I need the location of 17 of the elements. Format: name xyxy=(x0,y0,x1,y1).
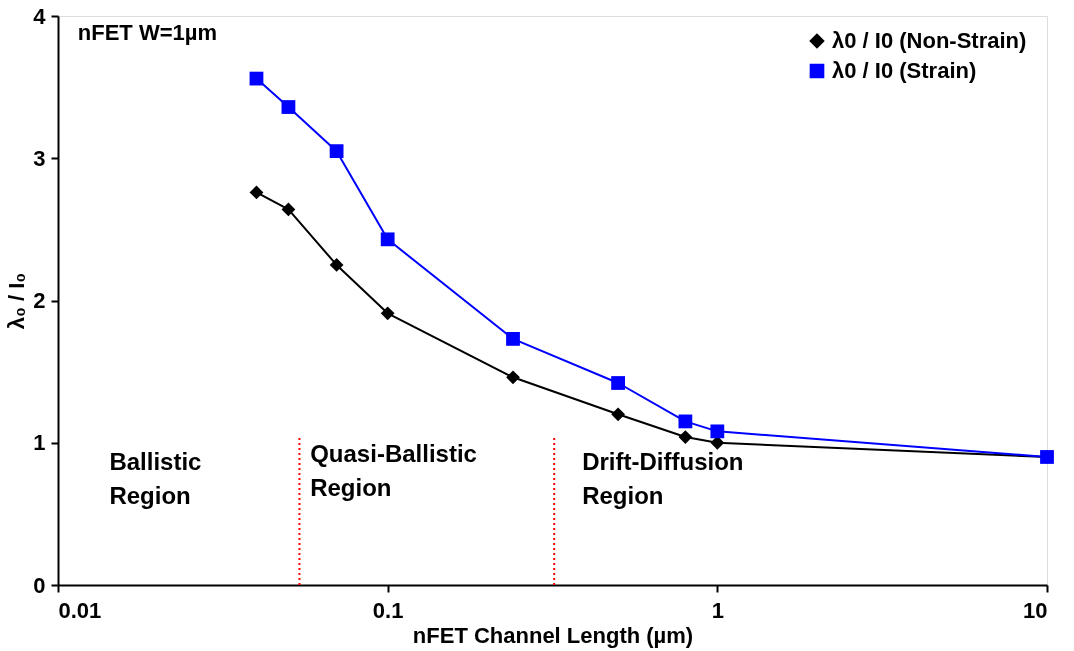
y-tick-label: 4 xyxy=(33,3,47,29)
legend-label: λ0 / I0 (Non-Strain) xyxy=(832,28,1027,53)
legend-label: λ0 / I0 (Strain) xyxy=(832,58,977,83)
x-tick-label: 0.1 xyxy=(372,597,404,623)
x-tick-label: 1 xyxy=(711,597,724,623)
annotation: nFET W=1µm xyxy=(77,19,217,45)
x-tick-label: 10 xyxy=(1023,597,1048,623)
annotation: Ballistic Region xyxy=(109,448,202,510)
y-tick-label: 1 xyxy=(33,430,46,456)
x-tick-label: 0.01 xyxy=(58,597,102,623)
y-axis-title: λ₀ / I₀ xyxy=(4,272,30,330)
y-tick-label: 0 xyxy=(33,572,46,598)
x-axis-title: nFET Channel Length (µm) xyxy=(412,622,694,648)
annotation: Drift-Diffusion Region xyxy=(582,448,744,510)
y-tick-label: 3 xyxy=(33,145,46,171)
y-tick-label: 2 xyxy=(33,288,46,313)
annotation: Quasi-Ballistic Region xyxy=(310,439,477,501)
